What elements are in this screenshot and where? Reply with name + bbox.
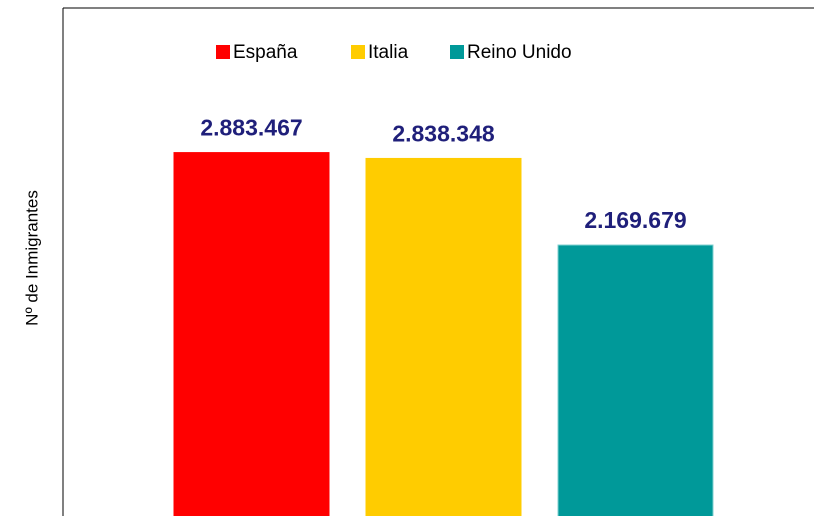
value-label: 2.838.348 bbox=[392, 121, 495, 147]
value-label: 2.883.467 bbox=[200, 115, 302, 141]
legend-label: Italia bbox=[368, 42, 409, 63]
bar bbox=[557, 244, 714, 516]
legend-label: Reino Unido bbox=[467, 42, 572, 63]
legend-swatch bbox=[450, 45, 464, 59]
legend-swatch bbox=[216, 45, 230, 59]
legend-swatch bbox=[351, 45, 365, 59]
value-label: 2.169.679 bbox=[584, 207, 686, 233]
y-axis-label: Nº de Inmigrantes bbox=[22, 190, 41, 326]
legend-label: España bbox=[233, 42, 298, 63]
bar bbox=[365, 157, 522, 516]
bar bbox=[173, 152, 330, 516]
